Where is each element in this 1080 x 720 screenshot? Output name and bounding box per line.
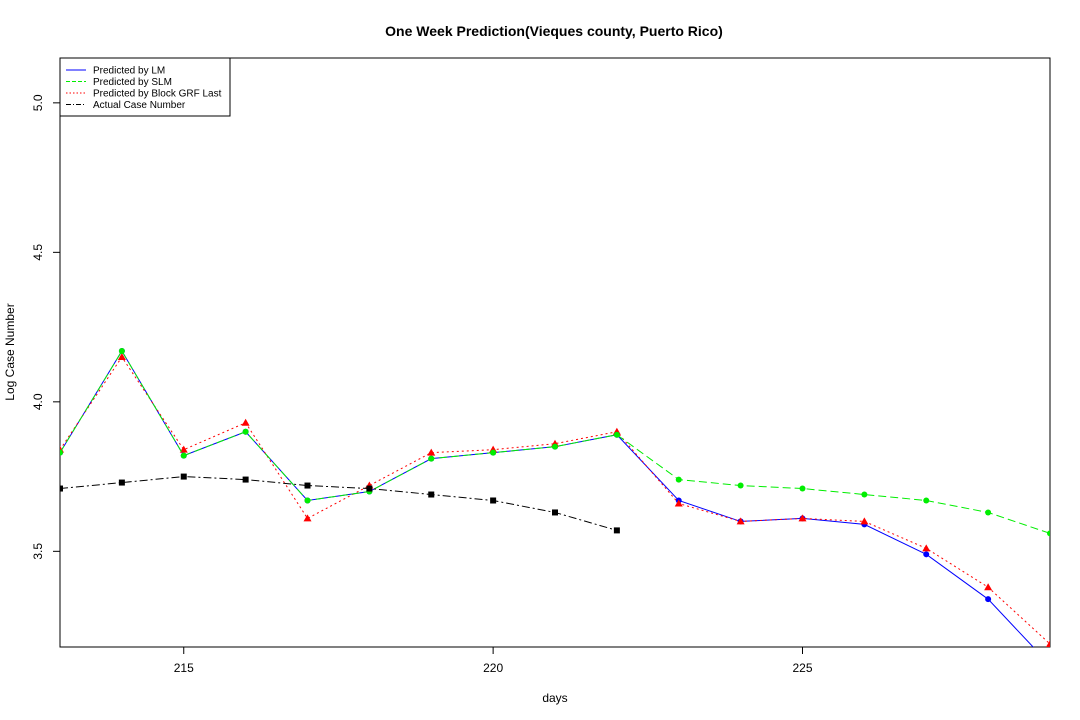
data-point	[737, 482, 744, 489]
series-line	[60, 350, 1034, 647]
legend-box	[59, 57, 231, 117]
series-line	[60, 356, 1050, 645]
data-point	[366, 485, 373, 492]
data-point	[799, 485, 806, 492]
x-tick-label: 215	[174, 661, 194, 675]
data-point	[613, 527, 620, 534]
legend-entry: Actual Case Number	[93, 100, 186, 111]
chart-title: One Week Prediction(Vieques county, Puer…	[385, 23, 723, 39]
data-point	[60, 485, 63, 492]
data-point	[242, 476, 249, 483]
data-point	[736, 517, 745, 525]
series-line	[60, 350, 1050, 534]
data-point	[179, 445, 188, 453]
data-point	[304, 497, 311, 504]
data-point	[1047, 662, 1053, 668]
data-point	[674, 499, 683, 507]
data-point	[552, 509, 558, 516]
data-point	[922, 544, 931, 552]
data-point	[180, 473, 187, 480]
series-predicted-by-block-grf-last	[60, 352, 1050, 647]
data-point	[118, 348, 125, 355]
series-predicted-by-lm	[60, 348, 1053, 668]
x-axis-label: days	[542, 691, 567, 705]
data-point	[861, 491, 868, 498]
data-point	[428, 455, 435, 462]
data-point	[798, 514, 807, 522]
data-point	[860, 517, 869, 525]
series-actual-case-number	[60, 473, 620, 534]
data-point	[675, 476, 682, 483]
legend-entry: Predicted by LM	[93, 66, 165, 77]
data-point	[552, 443, 558, 450]
data-point	[984, 583, 993, 591]
series-predicted-by-slm	[60, 348, 1050, 537]
data-point	[428, 491, 435, 498]
data-point	[303, 514, 312, 522]
data-point	[180, 452, 187, 459]
y-tick-label: 4.0	[31, 393, 45, 410]
x-tick-label: 220	[483, 661, 503, 675]
data-point	[118, 479, 125, 486]
legend-entry: Predicted by Block GRF Last	[93, 89, 222, 100]
y-tick-label: 5.0	[31, 94, 45, 111]
data-point	[985, 596, 992, 603]
legend-entry: Predicted by SLM	[93, 77, 172, 88]
y-axis-label: Log Case Number	[3, 303, 17, 400]
axis-ticks: 215 220 225 3.5 4.0 4.5 5.0	[31, 94, 813, 675]
series-layer	[60, 348, 1053, 668]
data-point	[427, 448, 436, 456]
data-point	[60, 449, 63, 456]
data-point	[1047, 530, 1050, 537]
data-point	[613, 431, 620, 438]
data-point	[923, 551, 930, 558]
data-point	[242, 428, 249, 435]
y-tick-label: 4.5	[31, 244, 45, 261]
data-point	[241, 418, 250, 426]
data-point	[923, 497, 930, 504]
data-point	[304, 482, 311, 489]
data-point	[490, 449, 497, 456]
data-point	[985, 509, 992, 516]
x-tick-label: 225	[792, 661, 812, 675]
data-point	[1046, 640, 1050, 647]
y-tick-label: 3.5	[31, 543, 45, 560]
plot-frame	[59, 57, 1051, 648]
data-point	[490, 497, 497, 504]
data-point	[117, 352, 126, 360]
series-line	[60, 476, 618, 531]
